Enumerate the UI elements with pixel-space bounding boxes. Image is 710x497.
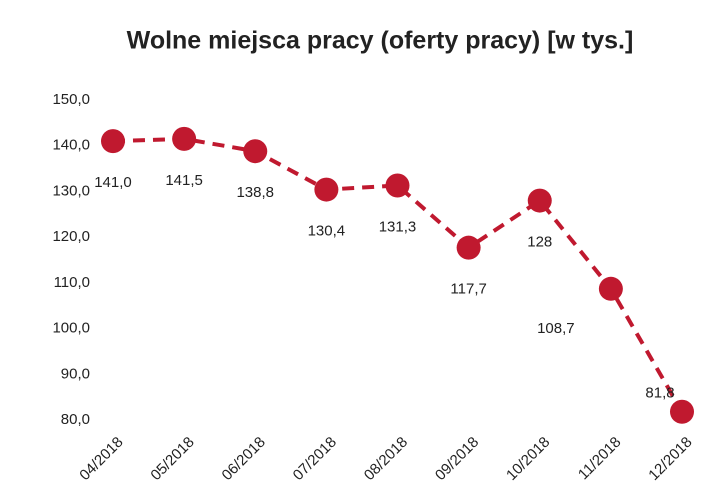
x-tick-label: 04/2018 — [76, 434, 126, 484]
marker — [172, 126, 197, 151]
data-label: 108,7 — [537, 320, 575, 337]
x-tick-label: 05/2018 — [147, 434, 197, 484]
data-label: 141,5 — [165, 172, 203, 189]
data-label: 130,4 — [308, 223, 346, 240]
data-label: 128 — [527, 234, 552, 251]
marker — [670, 399, 694, 424]
x-tick-label: 12/2018 — [645, 434, 695, 484]
y-tick-label: 90,0 — [61, 365, 90, 382]
chart-title: Wolne miejsca pracy (oferty pracy) [w ty… — [127, 27, 634, 55]
data-label: 81,8 — [645, 385, 674, 402]
data-label: 131,3 — [379, 218, 417, 235]
marker — [527, 188, 552, 213]
data-label: 138,8 — [236, 184, 274, 201]
y-tick-label: 120,0 — [52, 228, 90, 245]
line — [112, 136, 684, 413]
y-tick-label: 100,0 — [52, 320, 90, 337]
x-tick-label: 06/2018 — [219, 434, 269, 484]
marker — [314, 177, 339, 202]
marker — [598, 276, 623, 301]
data-label: 117,7 — [450, 281, 486, 298]
y-tick-label: 110,0 — [54, 274, 90, 291]
marker — [101, 129, 125, 154]
data-label: 141,0 — [94, 174, 132, 191]
y-tick-label: 130,0 — [52, 182, 90, 199]
x-tick-label: 09/2018 — [432, 434, 482, 484]
marker — [385, 173, 410, 198]
marker — [456, 235, 481, 260]
marker — [243, 139, 268, 164]
x-tick-label: 11/2018 — [575, 434, 625, 484]
x-tick-label: 10/2018 — [503, 434, 553, 484]
y-tick-label: 80,0 — [61, 411, 90, 428]
y-tick-label: 150,0 — [52, 91, 90, 108]
x-tick-label: 08/2018 — [361, 434, 411, 484]
y-tick-label: 140,0 — [52, 137, 90, 154]
x-tick-label: 07/2018 — [290, 434, 340, 484]
